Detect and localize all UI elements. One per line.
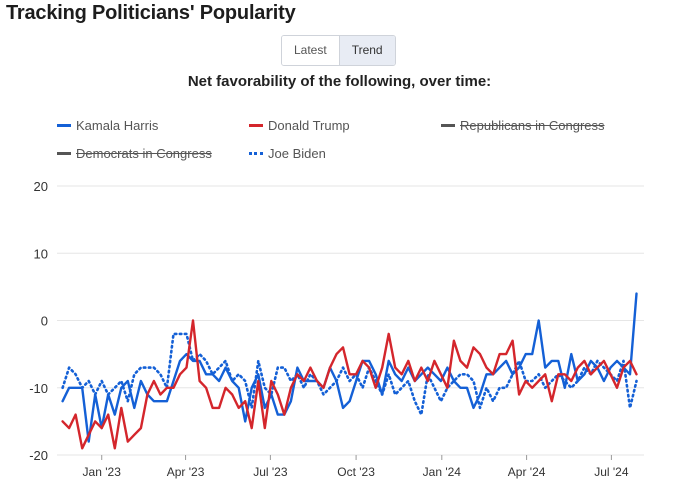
x-tick-label: Apr '24: [508, 465, 546, 479]
view-toggle: Latest Trend: [281, 35, 396, 66]
legend-swatch-solid: [441, 123, 455, 127]
legend-label: Joe Biden: [268, 145, 326, 161]
grid: [57, 185, 644, 456]
x-tick-label: Oct '23: [337, 465, 375, 479]
legend-item-donald-trump[interactable]: Donald Trump: [249, 117, 350, 133]
x-tick-label: Jul '24: [594, 465, 629, 479]
legend-swatch-solid: [57, 151, 71, 155]
legend-swatch-dotted: [249, 151, 263, 155]
y-tick-label: 20: [34, 179, 48, 194]
x-tick-label: Jan '24: [423, 465, 462, 479]
x-tick-label: Jul '23: [253, 465, 288, 479]
x-axis: Jan '23 Apr '23 Jul '23 Oct '23 Jan '24 Apr '…: [83, 455, 629, 479]
legend-swatch-solid: [57, 123, 71, 127]
y-tick-label: 10: [34, 246, 48, 261]
legend-label: Kamala Harris: [76, 117, 159, 133]
legend-item-democrats-in-congress[interactable]: Democrats in Congress: [57, 145, 212, 161]
series-line-donald-trump: [61, 319, 638, 450]
y-tick-label: -20: [29, 448, 48, 463]
page-title: Tracking Politicians' Popularity: [6, 2, 296, 24]
y-axis: 20 10 0 -10 -20: [29, 179, 48, 463]
y-tick-label: 0: [41, 314, 48, 329]
series-lines: [61, 292, 638, 450]
legend-label: Donald Trump: [268, 117, 350, 133]
legend-item-kamala-harris[interactable]: Kamala Harris: [57, 117, 158, 133]
series-line-kamala-harris: [61, 292, 638, 443]
legend-label: Democrats in Congress: [76, 145, 212, 161]
x-tick-label: Jan '23: [83, 465, 122, 479]
x-tick-label: Apr '23: [167, 465, 205, 479]
y-tick-label: -10: [29, 381, 48, 396]
legend-label: Republicans in Congress: [460, 117, 605, 133]
tab-latest[interactable]: Latest: [282, 36, 339, 65]
tab-trend[interactable]: Trend: [338, 36, 395, 65]
legend-item-republicans-in-congress[interactable]: Republicans in Congress: [441, 117, 605, 133]
legend-swatch-solid: [249, 123, 263, 127]
legend-item-joe-biden[interactable]: Joe Biden: [249, 145, 326, 161]
chart-title: Net favorability of the following, over …: [187, 73, 492, 90]
